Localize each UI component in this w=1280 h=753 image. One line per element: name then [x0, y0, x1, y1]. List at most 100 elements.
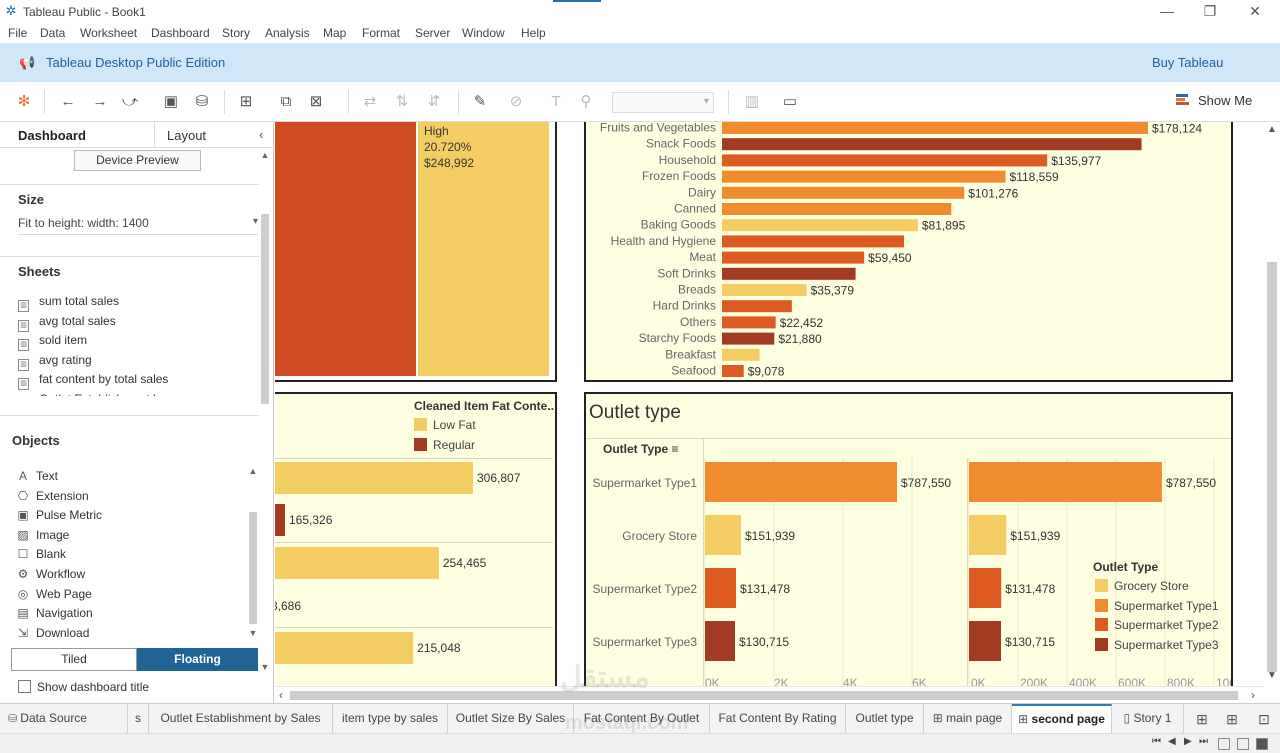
show-filmstrip-icon[interactable]	[1218, 738, 1230, 750]
sheet-list-item[interactable]: ▥ avg rating	[18, 353, 92, 371]
fat-content-bar[interactable]	[275, 547, 439, 579]
menu-help[interactable]: Help	[521, 26, 546, 40]
scrollbar-thumb[interactable]	[1267, 262, 1277, 672]
item-type-bar[interactable]	[722, 219, 918, 232]
menu-file[interactable]: File	[8, 26, 28, 40]
outlet-bar-right[interactable]	[969, 462, 1162, 502]
item-type-bar[interactable]	[722, 316, 776, 329]
object-navigation[interactable]: ▤ Navigation	[16, 606, 92, 620]
outlet-type-bar-chart[interactable]: 0K 2K 4K 6K 0K 200K 400K 600K 800K 1000K Supermark…	[586, 394, 1231, 686]
object-download[interactable]: ⇲ Download	[16, 626, 89, 640]
sheet-tab[interactable]: ⊞ second page	[1012, 704, 1112, 733]
item-type-bar[interactable]	[722, 203, 952, 215]
sheet-list-item[interactable]: ▥ sold item	[18, 333, 87, 352]
buy-tableau-link[interactable]: Buy Tableau	[1152, 55, 1224, 70]
object-pulse-metric[interactable]: ▣ Pulse Metric	[16, 508, 102, 522]
fat-content-bar[interactable]	[275, 504, 285, 536]
menu-analysis[interactable]: Analysis	[265, 26, 310, 40]
sheet-list-item[interactable]: ▥ sum total sales	[18, 294, 119, 312]
canvas-horizontal-scrollbar[interactable]: ‹ ›	[275, 686, 1264, 703]
menu-map[interactable]: Map	[323, 26, 347, 40]
new-story-tab-icon[interactable]: ⊡	[1258, 711, 1270, 727]
group-icon[interactable]: ⊘	[509, 93, 523, 110]
outlet-bar-right[interactable]	[969, 568, 1002, 608]
treemap-cell-red[interactable]	[275, 122, 416, 376]
sort-ascending-icon[interactable]: ⇅	[395, 93, 409, 110]
fat-content-bar[interactable]	[275, 462, 473, 494]
treemap-pane[interactable]: High 20.720% $248,992	[275, 122, 557, 382]
sheet-tab[interactable]: Outlet type	[846, 704, 924, 733]
item-type-bar[interactable]	[722, 365, 744, 377]
outlet-bar-left[interactable]	[705, 515, 741, 555]
labels-icon[interactable]: T	[551, 93, 561, 110]
menu-dashboard[interactable]: Dashboard	[151, 26, 210, 40]
show-cards-icon[interactable]: ▥	[744, 93, 760, 110]
scrollbar-thumb[interactable]	[290, 691, 1238, 700]
item-type-bar[interactable]	[722, 138, 1142, 151]
legend-item[interactable]: Supermarket Type3	[1095, 637, 1219, 652]
scroll-down-icon[interactable]: ▼	[1267, 670, 1277, 681]
new-worksheet-icon[interactable]: ⊞	[239, 93, 253, 110]
scroll-down-icon[interactable]: ▼	[260, 662, 270, 672]
objects-scrollbar[interactable]: ▲ ▼	[247, 466, 259, 641]
floating-button[interactable]: Floating	[137, 648, 258, 671]
sheet-list-item[interactable]: ▥ fat content by total sales	[18, 372, 168, 391]
legend-item[interactable]: Grocery Store	[1095, 579, 1189, 593]
item-type-bar[interactable]	[722, 267, 856, 280]
sheet-tab[interactable]: item type by sales	[333, 704, 448, 733]
close-button[interactable]: ✕	[1249, 3, 1261, 19]
legend-item[interactable]: Supermarket Type1	[1095, 598, 1219, 613]
show-tabs-icon[interactable]	[1256, 738, 1268, 750]
item-type-bar[interactable]	[722, 122, 1148, 134]
sheet-tab[interactable]: Fat Content By Outlet	[574, 704, 710, 733]
restore-button[interactable]: ❐	[1203, 3, 1217, 19]
object-workflow[interactable]: ⚙ Workflow	[16, 567, 86, 581]
sheet-tab[interactable]: Outlet Size By Sales	[448, 704, 574, 733]
item-type-bar[interactable]	[722, 170, 1006, 183]
swap-icon[interactable]: ⇄	[363, 93, 377, 110]
menu-story[interactable]: Story	[222, 26, 251, 40]
scroll-up-icon[interactable]: ▲	[1267, 124, 1277, 135]
sort-icon[interactable]: ≡	[671, 442, 679, 456]
sheet-tab[interactable]: ▯ Story 1	[1112, 704, 1184, 733]
presentation-mode-icon[interactable]: ▭	[782, 93, 798, 110]
sheet-tab[interactable]: ⊞ main page	[924, 704, 1012, 733]
data-source-tab[interactable]: ⛁ Data Source	[0, 704, 128, 733]
item-type-bar[interactable]	[722, 332, 775, 345]
item-type-pane[interactable]: Fruits and Vegetables $178,124 Snack Foods…	[584, 122, 1233, 382]
outlet-bar-left[interactable]	[705, 568, 736, 608]
tab-layout[interactable]: Layout	[167, 128, 207, 143]
fat-content-bar-chart[interactable]: 306,807 165,326 254,465 3,686 215,048	[275, 394, 555, 686]
object-blank[interactable]: ☐ Blank	[16, 547, 66, 561]
clear-sheet-icon[interactable]: ⊠	[309, 93, 323, 110]
legend-item-low-fat[interactable]: Low Fat	[414, 418, 476, 432]
sort-descending-icon[interactable]: ⇵	[427, 93, 441, 110]
replay-icon[interactable]: ⤻	[121, 93, 139, 110]
scroll-up-icon[interactable]: ▲	[260, 150, 270, 160]
sheet-list-item[interactable]: ▥ avg total sales	[18, 314, 116, 332]
scroll-down-icon[interactable]: ▼	[248, 628, 258, 638]
outlet-bar-left[interactable]	[705, 462, 897, 502]
menu-worksheet[interactable]: Worksheet	[80, 26, 138, 40]
tiled-button[interactable]: Tiled	[11, 648, 137, 671]
show-sheet-sorter-icon[interactable]	[1237, 738, 1249, 750]
fit-dropdown[interactable]	[612, 92, 714, 113]
first-sheet-icon[interactable]: ⏮	[1152, 736, 1161, 747]
fat-content-bar[interactable]	[275, 632, 414, 664]
item-type-bar[interactable]	[722, 251, 865, 264]
new-dashboard-tab-icon[interactable]: ⊞	[1226, 711, 1238, 727]
item-type-bar[interactable]	[722, 300, 792, 313]
sheet-tab[interactable]: Fat Content By Rating	[710, 704, 846, 733]
highlight-icon[interactable]: ✎	[473, 93, 487, 110]
size-dropdown[interactable]: Fit to height: width: 1400	[18, 216, 258, 235]
outlet-type-row-header[interactable]: Outlet Type ≡	[603, 442, 678, 456]
pin-icon[interactable]: ⚲	[580, 93, 592, 110]
legend-item[interactable]: Supermarket Type2	[1095, 618, 1219, 632]
menu-window[interactable]: Window	[462, 26, 505, 40]
checkbox-icon[interactable]	[18, 680, 31, 693]
show-dashboard-title-checkbox[interactable]: Show dashboard title	[18, 680, 149, 694]
scroll-up-icon[interactable]: ▲	[248, 466, 258, 476]
legend-item-regular[interactable]: Regular	[414, 438, 475, 452]
new-data-source-icon[interactable]: ⛁	[195, 93, 209, 110]
save-icon[interactable]: ▣	[163, 93, 179, 110]
